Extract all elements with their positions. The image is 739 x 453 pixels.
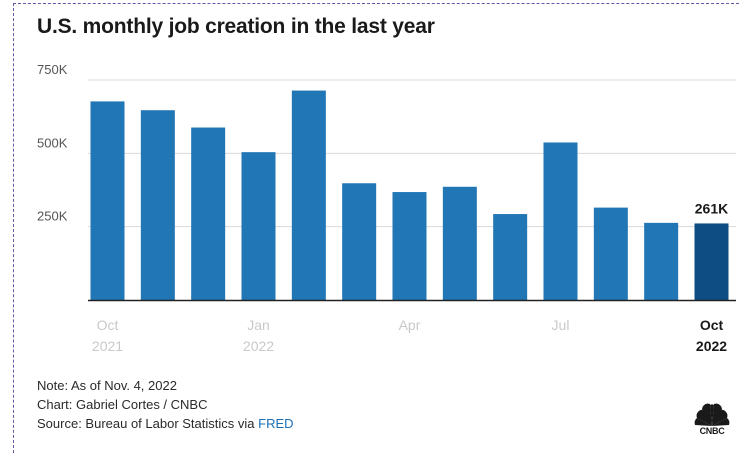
x-tick-label: 2022 — [696, 338, 727, 354]
bar — [90, 101, 125, 300]
frame-border-left — [13, 3, 14, 453]
y-tick-label: 500K — [37, 135, 68, 150]
x-tick-label: Apr — [399, 317, 421, 333]
job-creation-bar-chart: 250K 500K 750K 261K Oct 2021 Jan 2022 Apr Jul Oct 2… — [37, 62, 736, 354]
x-tick-label: Jul — [552, 317, 570, 333]
x-tick-label: Oct — [97, 317, 119, 333]
frame-border-top — [13, 3, 739, 4]
bar — [191, 127, 226, 301]
note-text: Note: As of Nov. 4, 2022 — [37, 378, 177, 393]
credit-text: Chart: Gabriel Cortes / CNBC — [37, 397, 208, 412]
bar — [442, 186, 477, 300]
bar — [140, 110, 175, 300]
source-line: Source: Bureau of Labor Statistics via F… — [37, 414, 294, 433]
y-tick-label: 750K — [37, 62, 68, 77]
chart-notes: Note: As of Nov. 4, 2022 Chart: Gabriel … — [37, 376, 294, 433]
bar — [342, 183, 377, 300]
bar — [694, 223, 729, 300]
fred-link[interactable]: FRED — [258, 416, 294, 431]
x-tick-label: 2021 — [92, 338, 123, 354]
bar — [593, 207, 628, 300]
bar — [241, 152, 276, 300]
bar — [291, 90, 326, 300]
x-tick-label: Jan — [247, 317, 270, 333]
x-tick-label: Oct — [700, 317, 724, 333]
bar — [543, 142, 578, 300]
x-tick-label: 2022 — [243, 338, 274, 354]
chart-title: U.S. monthly job creation in the last ye… — [37, 15, 435, 38]
cnbc-peacock-icon — [694, 403, 730, 426]
bar — [644, 222, 679, 300]
bar — [493, 214, 528, 300]
cnbc-logo-text: CNBC — [699, 426, 725, 436]
bar — [392, 192, 427, 300]
y-tick-label: 250K — [37, 209, 68, 224]
source-text: Source: Bureau of Labor Statistics via — [37, 416, 259, 431]
data-label: 261K — [695, 200, 728, 216]
